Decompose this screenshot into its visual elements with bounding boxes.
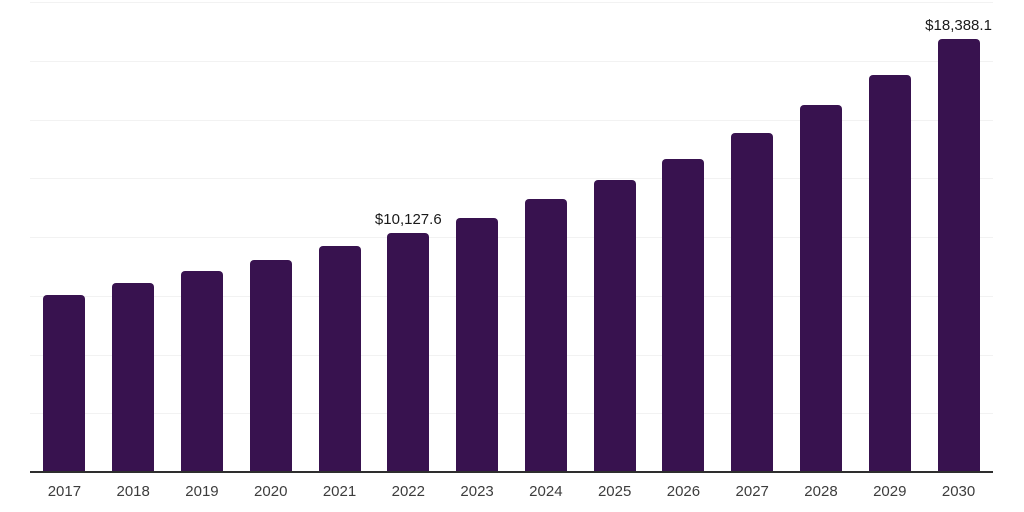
x-tick-2026: 2026 [666,483,701,500]
x-tick-2023: 2023 [460,483,494,500]
bar-slot-2019 [168,3,237,473]
bar-slot-2018 [99,3,168,473]
bar-slot-2017 [30,3,99,473]
bar-slot-2022: $10,127.6 [374,3,443,473]
gridline-20000 [30,2,993,3]
bar-slot-2023 [443,3,512,473]
bar-slot-2020 [236,3,305,473]
bar-2030 [937,38,980,471]
bar-slot-2030: $18,388.1 [924,3,993,473]
x-tick-2028: 2028 [804,483,838,500]
x-axis-line [30,471,993,473]
bar-2017 [43,295,86,471]
bar-2024 [524,199,567,471]
bar-2025 [593,180,636,471]
x-tick-2021: 2021 [322,483,357,500]
x-tick-2030: 2030 [941,483,976,500]
bar-2027 [731,133,774,471]
x-tick-2029: 2029 [873,483,907,500]
x-tick-2017: 2017 [47,483,82,500]
bar-2020 [249,259,292,471]
bar-2021 [318,245,361,471]
x-tick-2020: 2020 [254,483,288,500]
x-tick-2018: 2018 [116,483,150,500]
gridline-5000 [30,354,993,356]
x-tick-2024: 2024 [529,483,563,500]
bar-2029 [868,75,911,471]
bar-slot-2028 [787,3,856,473]
gridline-15000 [30,119,993,121]
gridline-12500 [30,178,993,180]
bar-2023 [456,217,499,471]
bar-slot-2027 [718,3,787,473]
gridline-17500 [30,60,993,62]
data-label-2030: $18,388.1 [925,16,992,34]
x-tick-2027: 2027 [735,483,769,500]
bar-slot-2021 [305,3,374,473]
bar-2022 [387,233,430,471]
bar-slot-2024 [511,3,580,473]
bar-2019 [180,271,223,471]
gridline-10000 [30,237,993,238]
bar-slot-2025 [580,3,649,473]
plot-area: $10,127.6 $18,388.1 [30,2,993,473]
x-tick-2019: 2019 [185,483,219,500]
bar-slot-2029 [855,3,924,473]
x-axis-labels: 2017 2018 2019 2020 2021 2022 2023 2024 2025 2026… [30,482,993,502]
bar-2028 [799,105,842,471]
gridline-2500 [30,413,993,415]
bar-slot-2026 [649,3,718,473]
x-tick-2025: 2025 [597,483,632,500]
bar-2026 [662,158,705,471]
gridline-7500 [30,295,993,297]
bars-container: $10,127.6 $18,388.1 [30,3,993,473]
gridlines [30,2,993,473]
bar-2018 [112,282,155,471]
data-label-2022: $10,127.6 [374,211,442,229]
x-tick-2022: 2022 [391,483,425,500]
